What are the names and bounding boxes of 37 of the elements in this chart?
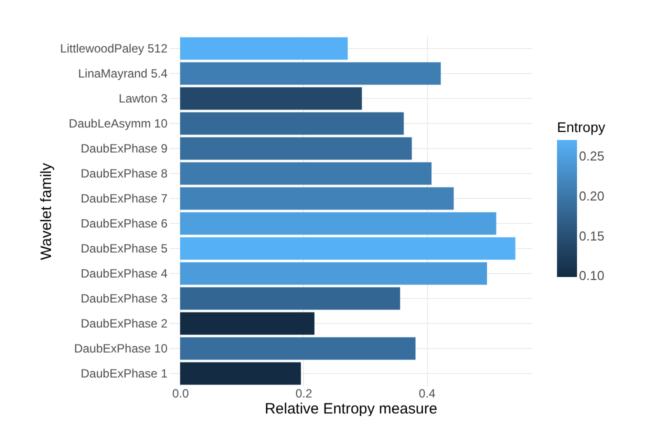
bar: [180, 187, 454, 210]
y-tick-label: DaubExPhase 7: [80, 192, 168, 206]
y-tick-label: DaubExPhase 5: [80, 242, 168, 256]
x-tick-label: 0.2: [296, 386, 313, 400]
y-tick-label: DaubExPhase 1: [80, 366, 168, 380]
color-bar-label: 0.15: [579, 228, 604, 244]
y-tick-label: LinaMayrand 5.4: [78, 66, 168, 80]
color-bar-label: 0.25: [579, 148, 604, 164]
bar: [180, 237, 516, 260]
y-tick-label: DaubExPhase 4: [80, 266, 168, 280]
bar: [180, 87, 362, 110]
y-tick-label: DaubExPhase 8: [80, 166, 168, 180]
color-bar-title: Entropy: [557, 119, 606, 135]
color-bar-label: 0.10: [579, 268, 604, 284]
x-tick-label: 0.0: [172, 386, 190, 400]
y-tick-label: DaubExPhase 2: [80, 316, 168, 330]
bar: [180, 287, 400, 310]
color-bar-label: 0.20: [579, 188, 604, 204]
bar: [180, 212, 496, 235]
bar: [180, 262, 488, 285]
bar: [180, 112, 404, 135]
y-tick-label: DaubExPhase 9: [80, 142, 168, 156]
bar: [180, 37, 348, 60]
y-axis-title: Wavelet family: [38, 162, 56, 260]
y-tick-label: DaubExPhase 10: [74, 342, 168, 356]
y-tick-label: DaubLeAsymm 10: [68, 116, 168, 130]
bar: [180, 337, 416, 360]
bar: [180, 362, 301, 385]
bar: [180, 137, 412, 160]
bar: [180, 62, 441, 85]
y-tick-label: DaubExPhase 6: [80, 216, 168, 230]
bar: [180, 162, 432, 185]
x-tick-label: 0.4: [418, 386, 436, 400]
bar: [180, 312, 314, 335]
y-tick-label: Lawton 3: [118, 92, 168, 106]
y-tick-label: DaubExPhase 3: [80, 292, 168, 306]
y-tick-label: LittlewoodPaley 512: [60, 42, 168, 56]
